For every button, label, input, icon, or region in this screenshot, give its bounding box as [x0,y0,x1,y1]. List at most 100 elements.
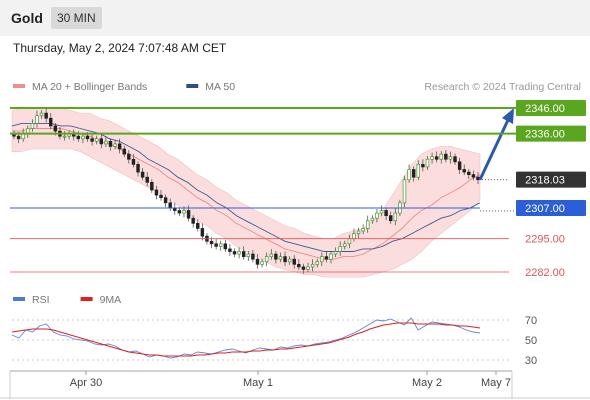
candle [292,258,296,265]
candle [425,158,430,168]
candle [356,230,361,234]
candle [140,171,145,178]
rsi-tick-label: 50 [525,335,537,347]
candle [251,253,255,260]
rsi-legend-swatch-1 [80,297,93,301]
candle [407,169,411,181]
credit-text: Research © 2024 Trading Central [424,81,581,93]
candle [117,143,122,150]
candle [343,243,347,247]
x-tick-label: May 1 [243,377,273,389]
candle [237,251,241,255]
candle [324,256,329,260]
candle [306,266,310,270]
candle [287,258,292,263]
candle [315,261,319,265]
candle [49,117,53,127]
interval-badge[interactable]: 30 MIN [51,7,102,29]
candle [85,135,90,140]
candle [104,140,108,145]
candle [131,158,136,165]
legend-label-0: MA 20 + Bollinger Bands [32,81,147,93]
rsi-series-rsi [11,317,481,359]
candle [444,153,448,160]
candle [333,251,338,255]
level-label-current: 2318.03 [525,175,565,187]
candle [246,253,251,257]
candle [16,135,21,140]
candle [186,210,191,219]
candle [370,217,375,222]
candle [329,253,333,260]
rsi-legend-swatch-0 [13,297,25,301]
level-tag-resistance [516,100,586,116]
candle [448,156,453,160]
candle [122,148,126,155]
candle [283,256,287,263]
candle [159,194,163,199]
candle [347,238,352,245]
candle [150,181,154,191]
candle [228,248,232,252]
candle [467,171,471,175]
candle [384,210,388,216]
candle [154,189,159,196]
candle [145,176,149,183]
candle [462,169,466,173]
candle [366,220,370,229]
level-tag-resistance [516,125,586,142]
candle [53,125,58,132]
candle [393,212,398,222]
candle [196,222,200,229]
candle [163,197,168,204]
rsi-series-9ma [11,322,481,357]
legend-label-1: MA 50 [205,81,235,93]
candle [434,156,439,160]
candle [108,140,113,147]
rsi-legend-label-1: 9MA [100,294,122,306]
candle [278,256,283,260]
candle [411,169,416,178]
candle [81,135,85,140]
candle [402,179,407,204]
candle [30,123,35,129]
symbol-name: Gold [11,10,43,26]
candle [471,174,476,178]
ma20-line [12,128,481,260]
candle [301,266,306,270]
candle [223,243,228,250]
candle [99,138,104,145]
legend-swatch-1 [186,84,199,88]
candle [320,256,324,263]
candle [379,210,384,214]
level-label-resistance: 2346.00 [525,103,565,115]
candle [76,135,81,140]
candle [241,251,246,257]
chart-header: Gold 30 MIN [0,0,590,36]
candle [200,228,205,237]
candle [375,212,379,219]
level-tag-current [516,171,586,188]
level-tag-pivot [516,199,586,216]
level-label-pivot: 2307.00 [525,203,565,215]
candle [338,246,342,252]
level-label-support: 2282.00 [525,267,565,279]
candle [297,263,301,268]
candle [182,210,186,214]
level-label-resistance: 2336.00 [525,129,565,141]
chart-datetime: Thursday, May 2, 2024 7:07:48 AM CET [13,41,227,55]
candle [44,112,48,119]
candle [453,156,457,163]
rsi-legend-label-0: RSI [32,294,50,306]
candle [264,256,269,263]
candle [35,115,39,124]
candle [136,164,140,173]
candle [421,164,425,168]
legend-swatch-0 [13,84,25,88]
candle [255,258,260,265]
candle [209,240,214,245]
candle [269,253,273,257]
candle [352,233,356,240]
x-tick-label: Apr 30 [70,377,102,389]
